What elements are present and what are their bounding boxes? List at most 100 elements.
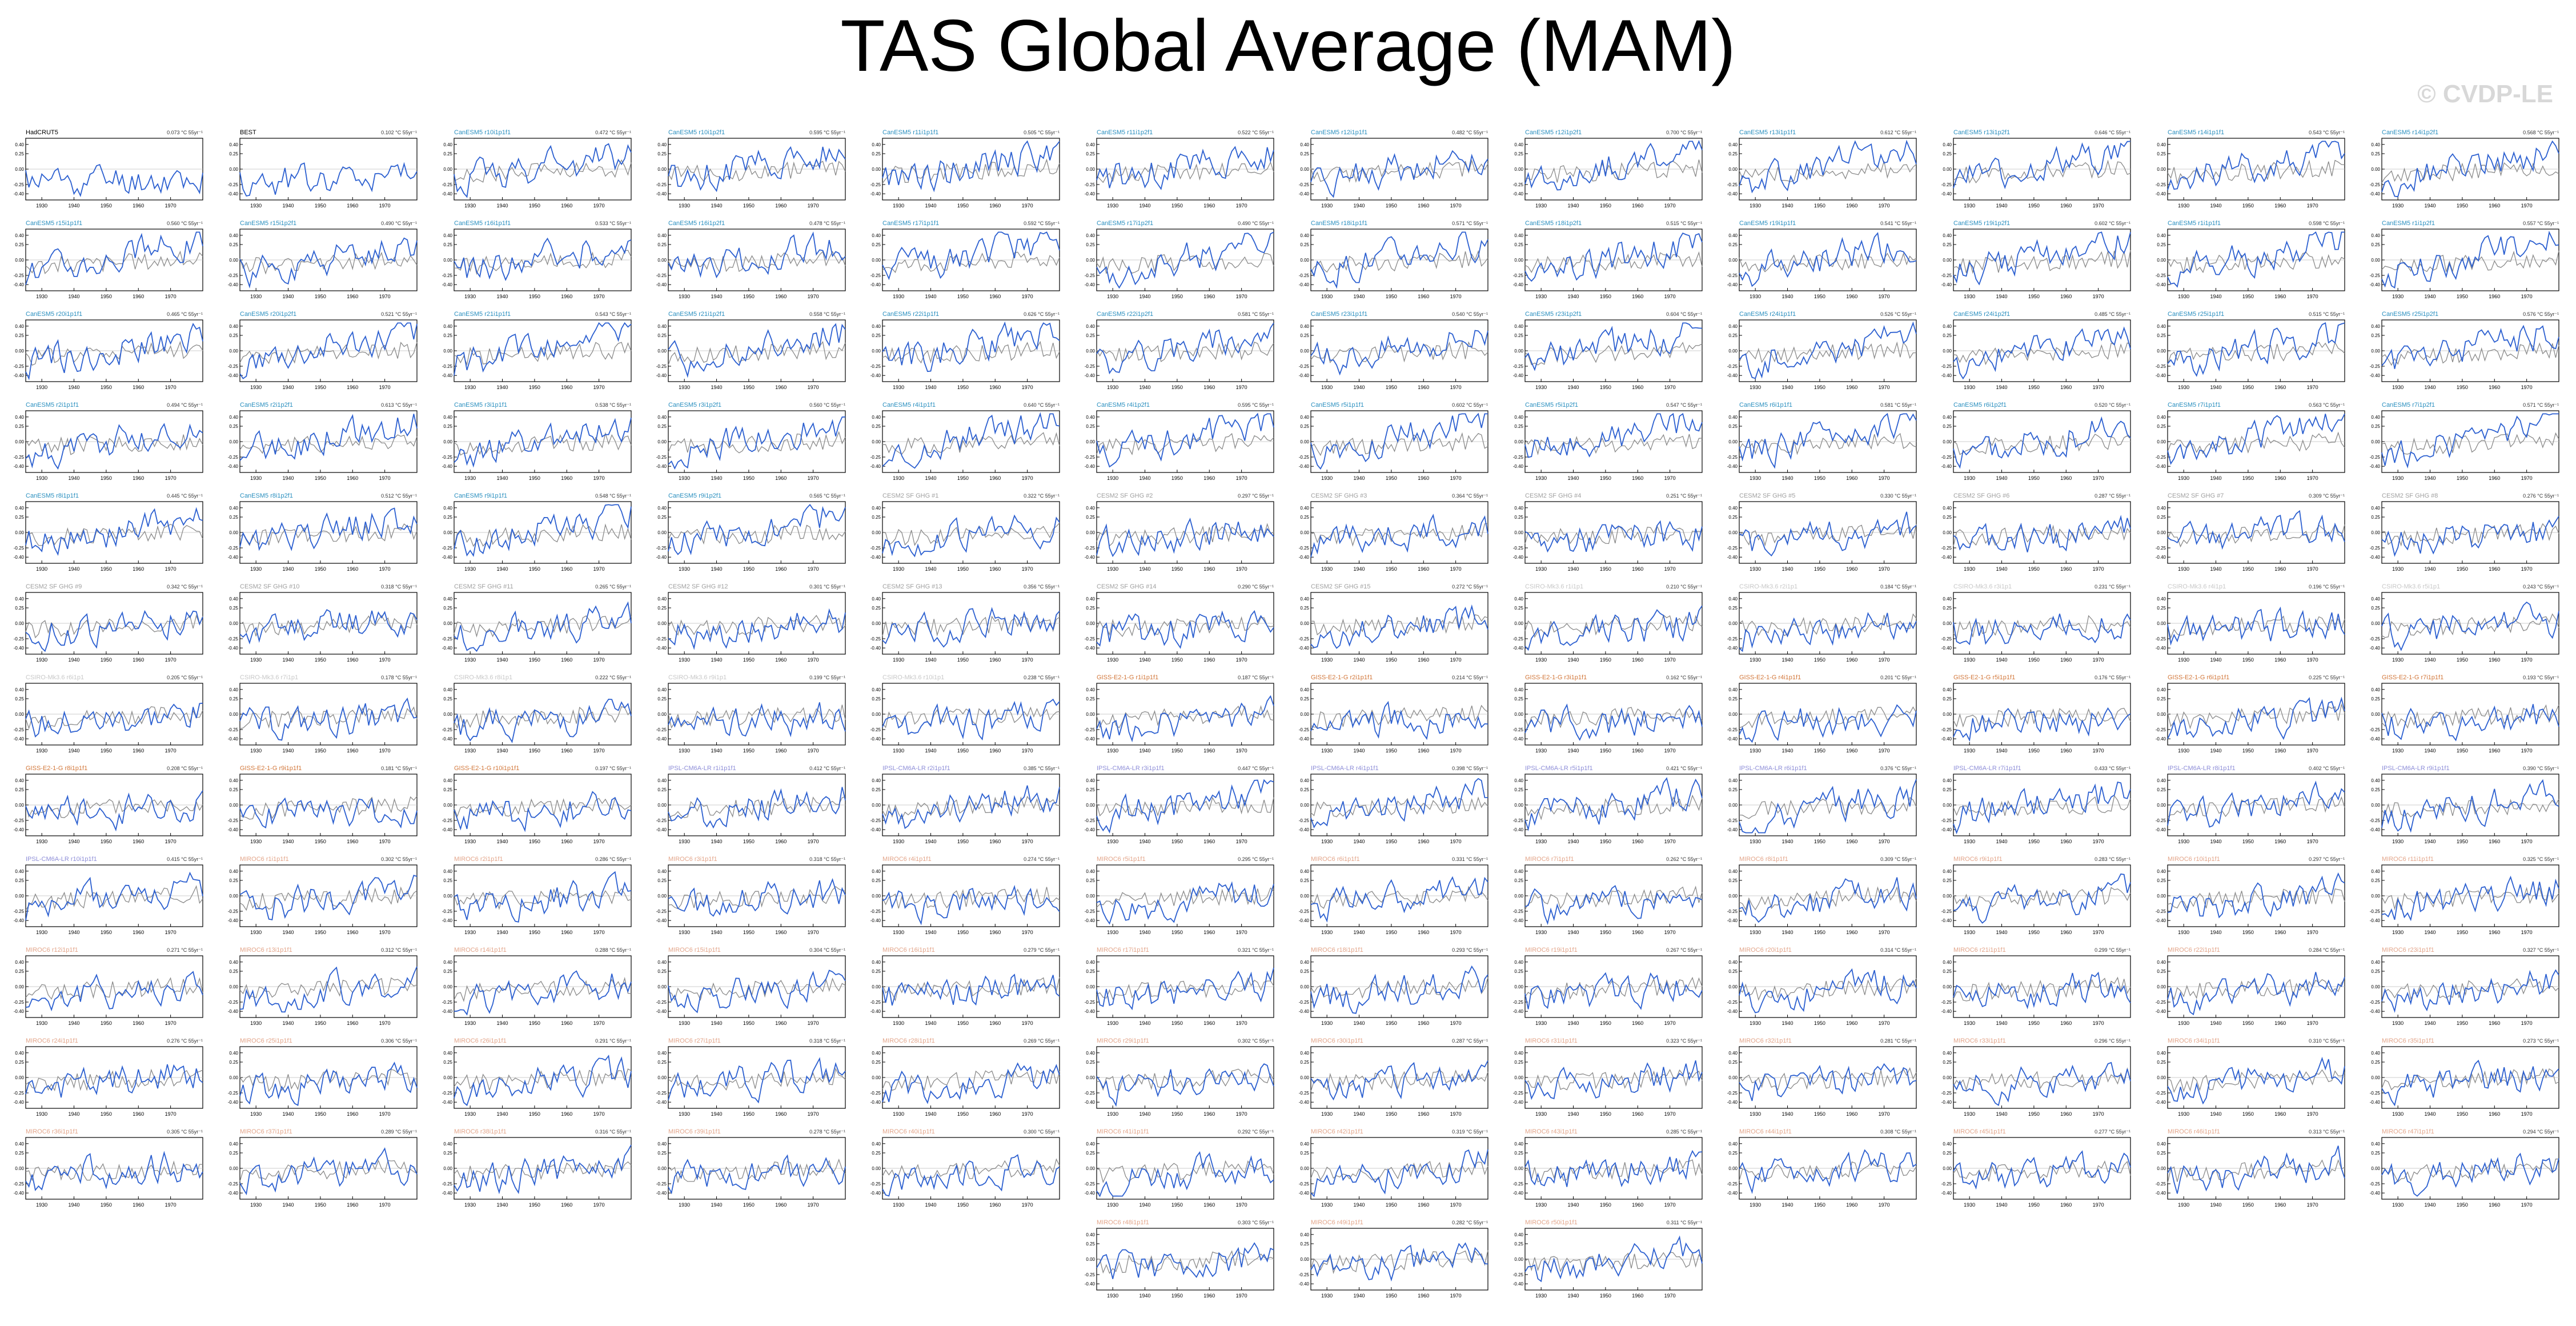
- panel: GISS-E2-1-G r8i1p1f1 0.208 °C 55yr⁻¹0.400…: [14, 765, 203, 844]
- x-tick-label: 1970: [1450, 566, 1462, 572]
- panel-title: GISS-E2-1-G r8i1p1f1: [26, 765, 87, 772]
- y-tick-label: -0.25: [1299, 1181, 1310, 1187]
- y-tick-label: 0.00: [657, 984, 667, 990]
- y-tick-label: -0.40: [442, 1009, 453, 1014]
- y-tick-label: 0.25: [1728, 696, 1738, 702]
- x-tick-label: 1970: [2521, 475, 2533, 481]
- panel-title: CanESM5 r5i1p2f1: [1525, 402, 1578, 408]
- x-tick-label: 1950: [1600, 748, 1611, 754]
- y-tick-label: 0.25: [1086, 1060, 1095, 1065]
- x-tick-label: 1940: [925, 566, 937, 572]
- y-tick-label: -0.40: [656, 282, 667, 287]
- x-tick-label: 1940: [1996, 475, 2008, 481]
- panel: CanESM5 r19i1p1f1 0.541 °C 55yr⁻¹0.400.25…: [1727, 220, 1917, 299]
- observed-series: [1096, 887, 1274, 908]
- y-tick-label: -0.25: [1513, 182, 1524, 187]
- x-tick-label: 1970: [1450, 1202, 1462, 1208]
- x-tick-label: 1930: [1321, 1020, 1333, 1026]
- y-tick-label: -0.40: [1513, 1100, 1524, 1105]
- panel: CanESM5 r16i1p1f1 0.533 °C 55yr⁻¹0.400.25…: [442, 220, 632, 299]
- x-tick-label: 1930: [464, 1111, 476, 1117]
- y-tick-label: -0.25: [2370, 727, 2381, 732]
- y-tick-label: 0.25: [443, 515, 452, 520]
- x-tick-label: 1940: [69, 566, 80, 572]
- x-tick-label: 1960: [347, 1020, 358, 1026]
- x-tick-label: 1930: [464, 294, 476, 299]
- y-tick-label: 0.40: [2157, 687, 2166, 692]
- panel-title: HadCRUT5: [26, 129, 58, 136]
- x-tick-label: 1970: [379, 839, 391, 844]
- observed-series: [668, 886, 846, 910]
- x-tick-label: 1960: [1203, 1020, 1215, 1026]
- y-tick-label: -0.40: [870, 1191, 881, 1196]
- y-tick-label: 0.40: [2157, 869, 2166, 874]
- panel-title: MIROC6 r37i1p1f1: [240, 1128, 292, 1135]
- x-tick-label: 1950: [743, 475, 755, 481]
- y-tick-label: 0.25: [1514, 1151, 1523, 1156]
- panel-trend: 0.208 °C 55yr⁻¹: [167, 766, 203, 771]
- y-tick-label: 0.00: [229, 258, 238, 263]
- x-tick-label: 1930: [1535, 294, 1547, 299]
- model-series: [1310, 1149, 1488, 1197]
- x-tick-label: 1970: [1236, 1202, 1247, 1208]
- y-tick-label: -0.40: [870, 464, 881, 469]
- x-tick-label: 1940: [925, 1111, 937, 1117]
- y-tick-label: 0.25: [657, 515, 667, 520]
- x-tick-label: 1930: [1535, 1111, 1547, 1117]
- panel-title: CanESM5 r2i1p2f1: [240, 402, 293, 408]
- y-tick-label: -0.40: [656, 555, 667, 560]
- x-tick-label: 1970: [2093, 294, 2104, 299]
- y-tick-label: -0.40: [656, 191, 667, 197]
- x-tick-label: 1940: [1996, 566, 2008, 572]
- x-tick-label: 1960: [1846, 566, 1857, 572]
- y-tick-label: 0.00: [1300, 984, 1309, 990]
- observed-series: [668, 978, 846, 1001]
- x-tick-label: 1960: [2060, 1202, 2072, 1208]
- x-tick-label: 1950: [1171, 566, 1183, 572]
- y-tick-label: -0.40: [870, 282, 881, 287]
- panel-title: MIROC6 r21i1p1f1: [1953, 947, 2006, 954]
- panel: CanESM5 r1i1p2f1 0.557 °C 55yr⁻¹0.400.250…: [2370, 220, 2559, 299]
- y-tick-label: 0.00: [1514, 712, 1523, 717]
- x-tick-label: 1960: [1418, 930, 1429, 935]
- x-tick-label: 1930: [679, 1202, 690, 1208]
- x-tick-label: 1960: [133, 657, 144, 663]
- y-tick-label: 0.25: [1943, 696, 1952, 702]
- y-tick-label: -0.25: [1941, 364, 1952, 369]
- y-tick-label: 0.40: [1943, 960, 1952, 965]
- x-tick-label: 1940: [1782, 1020, 1793, 1026]
- y-tick-label: 0.40: [872, 869, 881, 874]
- observed-series: [1310, 250, 1488, 273]
- y-tick-label: -0.40: [2156, 736, 2166, 742]
- y-tick-label: 0.25: [2157, 151, 2166, 157]
- y-tick-label: -0.40: [228, 1100, 239, 1105]
- y-tick-label: -0.25: [870, 818, 881, 823]
- panel-trend: 0.286 °C 55yr⁻¹: [595, 856, 631, 862]
- x-tick-label: 1940: [2425, 294, 2436, 299]
- x-tick-label: 1970: [1879, 294, 1890, 299]
- observed-series: [1739, 886, 1917, 911]
- panel: MIROC6 r10i1p1f1 0.297 °C 55yr⁻¹0.400.250…: [2156, 856, 2345, 935]
- x-tick-label: 1970: [2521, 566, 2533, 572]
- x-tick-label: 1960: [347, 657, 358, 663]
- observed-series: [1739, 252, 1917, 273]
- y-tick-label: 0.00: [1086, 1257, 1095, 1262]
- x-tick-label: 1930: [2178, 930, 2189, 935]
- x-tick-label: 1960: [775, 839, 787, 844]
- y-tick-label: 0.40: [872, 506, 881, 511]
- x-tick-label: 1940: [69, 1202, 80, 1208]
- observed-series: [239, 251, 418, 275]
- x-tick-label: 1970: [1022, 748, 1033, 754]
- x-tick-label: 1960: [1846, 203, 1857, 209]
- y-tick-label: -0.40: [1513, 555, 1524, 560]
- y-tick-label: 0.00: [872, 803, 881, 808]
- panel: CanESM5 r22i1p2f1 0.581 °C 55yr⁻¹0.400.25…: [1085, 311, 1274, 390]
- panel-trend: 0.287 °C 55yr⁻¹: [1452, 1038, 1488, 1044]
- x-tick-label: 1970: [1879, 748, 1890, 754]
- panel: CanESM5 r22i1p1f1 0.626 °C 55yr⁻¹0.400.25…: [870, 311, 1060, 390]
- y-tick-label: 0.00: [2371, 1166, 2380, 1171]
- y-tick-label: 0.00: [2157, 530, 2166, 535]
- x-tick-label: 1950: [315, 566, 326, 572]
- x-tick-label: 1940: [1354, 1202, 1365, 1208]
- panel: CESM2 SF GHG #11 0.265 °C 55yr⁻¹0.400.250…: [442, 583, 632, 663]
